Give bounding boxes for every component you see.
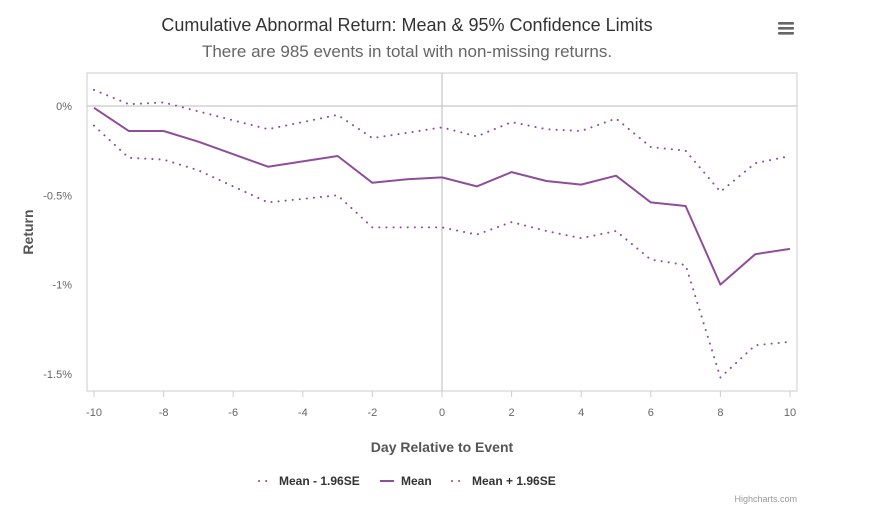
legend-label: Mean [401, 474, 432, 488]
legend-item-2[interactable]: Mean + 1.96SE [451, 474, 556, 488]
y-tick-label: 0% [56, 101, 72, 113]
legend: Mean - 1.96SE Mean Mean + 1.96SE [258, 474, 556, 488]
x-axis-title: Day Relative to Event [371, 439, 514, 455]
x-tick-label: 10 [784, 407, 796, 419]
y-axis-tick-labels: 0% -0.5% -1% -1.5% [43, 101, 72, 381]
x-tick-label: -6 [228, 407, 238, 419]
menu-icon-bar-middle [778, 27, 794, 30]
hamburger-menu-icon [778, 22, 794, 35]
x-tick-label: -2 [368, 407, 378, 419]
legend-item-0[interactable]: Mean - 1.96SE [258, 474, 360, 488]
x-tick-label: 6 [648, 407, 654, 419]
y-tick-label: -0.5% [43, 190, 72, 202]
y-tick-label: -1.5% [43, 369, 72, 381]
legend-label: Mean + 1.96SE [472, 474, 556, 488]
x-axis-ticks [93, 391, 791, 397]
chart-title: Cumulative Abnormal Return: Mean & 95% C… [161, 15, 652, 35]
y-axis-title: Return [20, 209, 36, 254]
series-line-1 [93, 106, 791, 286]
y-tick-label: -1% [52, 280, 72, 292]
menu-icon-bar-top [778, 22, 794, 25]
series-lines [93, 88, 791, 379]
credits-link[interactable]: Highcharts.com [734, 494, 797, 504]
x-tick-label: -8 [159, 407, 169, 419]
legend-label: Mean - 1.96SE [279, 474, 360, 488]
chart-menu-button[interactable] [770, 16, 802, 40]
chart-subtitle: There are 985 events in total with non-m… [202, 42, 612, 61]
x-tick-label: 8 [717, 407, 723, 419]
x-tick-label: 2 [509, 407, 515, 419]
reference-lines [87, 73, 797, 391]
x-axis-tick-labels: -10 -8 -6 -4 -2 0 2 4 6 8 10 [86, 407, 796, 419]
x-tick-label: 4 [578, 407, 584, 419]
x-tick-label: -10 [86, 407, 102, 419]
x-tick-label: 0 [439, 407, 445, 419]
series-line-2 [93, 88, 791, 193]
menu-icon-bar-bottom [778, 32, 794, 35]
x-tick-label: -4 [298, 407, 308, 419]
legend-item-1[interactable]: Mean [380, 474, 432, 488]
